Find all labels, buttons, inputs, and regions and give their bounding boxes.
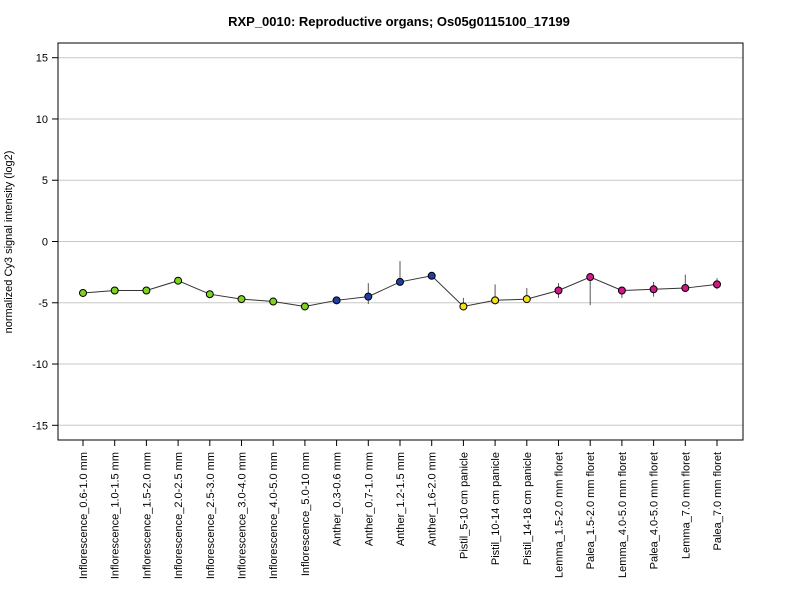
x-tick-label: Inflorescence_0.6-1.0 mm bbox=[78, 452, 90, 579]
data-point bbox=[713, 280, 721, 289]
y-tick-label: -15 bbox=[32, 420, 48, 432]
data-point bbox=[237, 295, 246, 304]
data-point bbox=[142, 286, 151, 295]
data-series bbox=[79, 261, 721, 311]
data-point bbox=[491, 296, 500, 305]
data-point bbox=[554, 286, 563, 295]
data-point bbox=[174, 276, 183, 285]
x-tick-label: Lemma_7.0 mm floret bbox=[680, 452, 692, 559]
x-tick-label: Inflorescence_3.0-4.0 mm bbox=[237, 452, 249, 579]
x-tick-label: Anther_1.2-1.5 mm bbox=[395, 452, 407, 546]
data-point bbox=[79, 288, 87, 297]
data-point bbox=[269, 297, 278, 306]
data-point bbox=[396, 277, 404, 286]
x-tick-label: Inflorescence_5.0-10 mm bbox=[300, 452, 312, 576]
x-tick-label: Pistil_10-14 cm panicle bbox=[490, 452, 502, 565]
x-tick-label: Lemma_4.0-5.0 mm floret bbox=[617, 452, 629, 578]
data-point bbox=[681, 284, 690, 293]
data-point bbox=[586, 273, 595, 282]
data-point bbox=[205, 290, 214, 299]
data-point bbox=[522, 295, 531, 304]
x-tick-label: Lemma_1.5-2.0 mm floret bbox=[554, 452, 566, 578]
x-tick-label: Inflorescence_2.5-3.0 mm bbox=[205, 452, 217, 579]
x-tick-label: Anther_0.3-0.6 mm bbox=[332, 452, 344, 546]
x-axis: Inflorescence_0.6-1.0 mm Inflorescence_1.… bbox=[78, 440, 724, 579]
y-axis: -15 -10 -5 0 5 10 15 bbox=[32, 53, 58, 432]
y-tick-label: -10 bbox=[32, 359, 48, 371]
data-point bbox=[459, 302, 468, 311]
y-tick-label: -5 bbox=[38, 298, 48, 310]
y-tick-label: 15 bbox=[36, 53, 48, 65]
grid-lines bbox=[58, 57, 743, 426]
data-point bbox=[617, 286, 626, 295]
x-tick-label: Inflorescence_2.0-2.5 mm bbox=[173, 452, 185, 579]
data-point bbox=[300, 302, 309, 311]
data-point bbox=[649, 285, 658, 294]
x-tick-label: Anther_1.6-2.0 mm bbox=[427, 452, 439, 546]
x-tick-label: Inflorescence_4.0-5.0 mm bbox=[268, 452, 280, 579]
plot-area-frame bbox=[57, 42, 744, 441]
data-point bbox=[364, 292, 373, 301]
y-axis-label: normalized Cy3 signal intensity (log2) bbox=[3, 151, 15, 334]
x-tick-label: Anther_0.7-1.0 mm bbox=[363, 452, 375, 546]
x-tick-label: Palea_4.0-5.0 mm floret bbox=[649, 452, 661, 569]
chart-title: RXP_0010: Reproductive organs; Os05g0115… bbox=[228, 14, 570, 29]
x-tick-label: Palea_7.0 mm floret bbox=[712, 452, 724, 550]
y-tick-label: 5 bbox=[42, 175, 48, 187]
data-point bbox=[332, 296, 341, 305]
y-tick-label: 10 bbox=[36, 114, 48, 126]
x-tick-label: Pistil_5-10 cm panicle bbox=[458, 452, 470, 559]
x-tick-label: Inflorescence_1.0-1.5 mm bbox=[110, 452, 122, 579]
x-tick-label: Inflorescence_1.5-2.0 mm bbox=[141, 452, 153, 579]
data-point bbox=[427, 271, 436, 280]
x-tick-label: Palea_1.5-2.0 mm floret bbox=[585, 452, 597, 569]
y-tick-label: 0 bbox=[42, 237, 48, 249]
x-tick-label: Pistil_14-18 cm panicle bbox=[522, 452, 534, 565]
data-point bbox=[110, 286, 119, 295]
